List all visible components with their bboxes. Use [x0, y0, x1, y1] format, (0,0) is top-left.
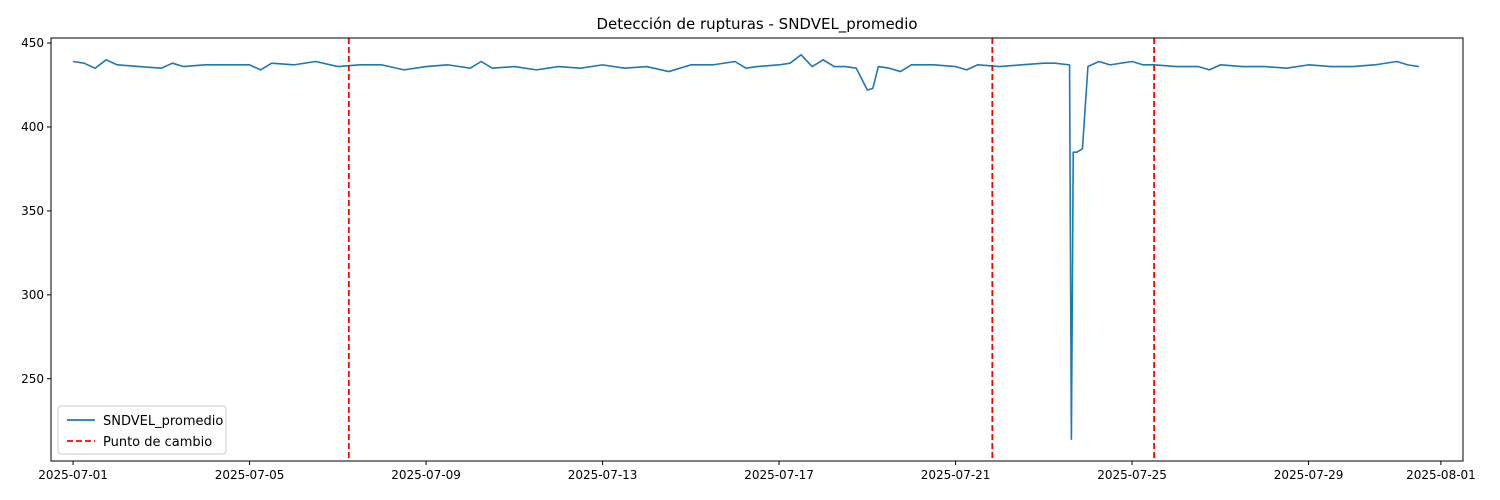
- x-tick-label: 2025-07-29: [1274, 468, 1344, 482]
- y-tick-label: 250: [21, 372, 44, 386]
- legend-changepoint-label: Punto de cambio: [103, 435, 212, 450]
- y-tick-label: 400: [21, 120, 44, 134]
- x-tick-label: 2025-07-13: [568, 468, 638, 482]
- axes: [47, 37, 1464, 465]
- legend: SNDVEL_promedio Punto de cambio: [57, 405, 227, 455]
- x-tick-label: 2025-07-25: [1097, 468, 1167, 482]
- y-tick-label: 450: [21, 36, 44, 50]
- axes-frame: [50, 37, 1464, 462]
- plot-area: [72, 53, 1420, 440]
- chart-text: 2025-07-01 2025-07-05 2025-07-09 2025-07-13…: [21, 15, 1476, 482]
- x-tick-label: 2025-08-01: [1406, 468, 1476, 482]
- x-tick-label: 2025-07-17: [744, 468, 814, 482]
- chart-title: Detección de rupturas - SNDVEL_promedio: [596, 15, 917, 34]
- x-tick-label: 2025-07-21: [921, 468, 991, 482]
- legend-box: [57, 405, 227, 455]
- x-tick-label: 2025-07-01: [38, 468, 108, 482]
- x-tick-label: 2025-07-05: [215, 468, 285, 482]
- change-point-lines: [347, 38, 1156, 461]
- y-tick-label: 350: [21, 204, 44, 218]
- x-tick-label: 2025-07-09: [391, 468, 461, 482]
- series-line-0: [72, 53, 1420, 440]
- y-tick-label: 300: [21, 288, 44, 302]
- legend-series-label: SNDVEL_promedio: [103, 414, 223, 429]
